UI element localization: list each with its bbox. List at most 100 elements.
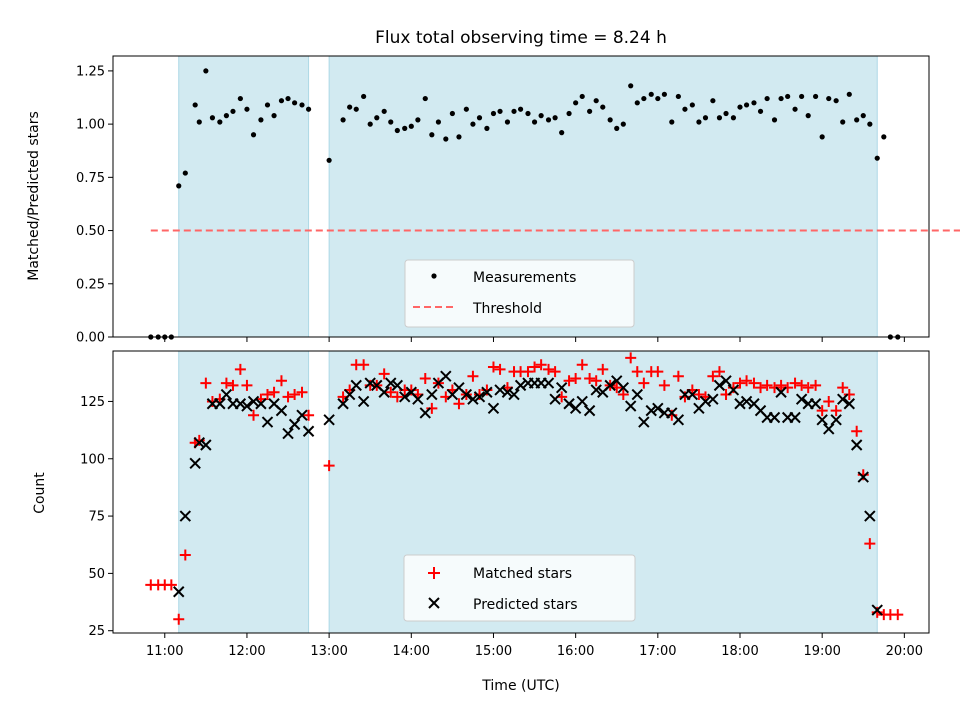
matched-star-point bbox=[741, 375, 753, 387]
predicted-star-point bbox=[426, 388, 438, 401]
matched-star-point bbox=[652, 366, 664, 378]
matched-star-point bbox=[851, 425, 863, 437]
bottom-x-axis: 11:00 12:00 13:00 14:00 15:00 16:00 17:00 18:00… bbox=[146, 633, 923, 659]
matched-star-point bbox=[748, 377, 760, 389]
matched-star-point bbox=[179, 549, 191, 561]
y-tick-label: 125 bbox=[80, 395, 105, 410]
matched-star-point bbox=[597, 363, 609, 375]
predicted-star-point bbox=[672, 414, 685, 426]
matched-star-point bbox=[494, 363, 506, 375]
matched-star-point bbox=[802, 382, 814, 394]
measurement-point bbox=[881, 134, 887, 140]
matched-star-point bbox=[761, 379, 773, 391]
x-tick-label: 14:00 bbox=[393, 644, 430, 659]
measurement-point bbox=[278, 98, 285, 104]
measurement-point bbox=[743, 102, 750, 108]
measurement-point bbox=[716, 115, 723, 121]
x-tick-label: 18:00 bbox=[721, 644, 758, 659]
measurement-point bbox=[696, 119, 702, 125]
matched-star-point bbox=[837, 382, 849, 394]
predicted-star-point bbox=[795, 393, 808, 405]
measurement-point bbox=[874, 155, 880, 161]
legend-label-measurements: Measurements bbox=[473, 270, 576, 286]
predicted-star-point bbox=[247, 395, 260, 408]
y-tick-label: 25 bbox=[88, 624, 105, 639]
predicted-star-point bbox=[241, 400, 253, 412]
matched-star-point bbox=[275, 375, 287, 387]
predicted-star-point bbox=[296, 409, 308, 421]
predicted-star-point bbox=[364, 377, 376, 389]
predicted-star-point bbox=[378, 386, 390, 398]
predicted-star-point bbox=[638, 416, 650, 428]
matched-star-point bbox=[248, 409, 260, 421]
matched-star-point bbox=[426, 402, 438, 414]
x-tick-label: 20:00 bbox=[886, 644, 923, 659]
predicted-star-point bbox=[734, 398, 746, 410]
predicted-star-point bbox=[871, 604, 883, 616]
predicted-star-point bbox=[514, 379, 527, 392]
measurement-point bbox=[702, 115, 709, 121]
measurement-point bbox=[867, 121, 873, 127]
measurement-point bbox=[737, 104, 743, 110]
matched-star-point bbox=[617, 389, 629, 401]
measurement-point bbox=[456, 134, 462, 140]
predicted-star-point bbox=[481, 386, 493, 398]
matched-star-point bbox=[200, 377, 212, 389]
predicted-star-point bbox=[357, 395, 370, 408]
predicted-star-point bbox=[789, 411, 801, 424]
measurement-point bbox=[648, 91, 654, 97]
measurement-point bbox=[408, 123, 414, 129]
measurement-point bbox=[785, 93, 791, 100]
measurement-point bbox=[223, 113, 230, 119]
predicted-star-point bbox=[563, 398, 575, 410]
top-y-axis: 0.00 0.25 0.50 0.75 1.00 1.25 bbox=[76, 64, 113, 346]
measurement-point bbox=[402, 125, 408, 131]
predicted-star-point bbox=[727, 384, 740, 396]
measurement-point bbox=[176, 183, 182, 189]
measurement-point bbox=[559, 130, 565, 136]
predicted-star-point bbox=[699, 395, 712, 408]
measurement-point bbox=[552, 115, 558, 121]
matched-star-point bbox=[816, 405, 828, 417]
measurement-point bbox=[682, 106, 688, 112]
measurement-point bbox=[860, 113, 866, 119]
matched-star-point bbox=[487, 361, 499, 373]
measurement-point bbox=[538, 113, 544, 119]
predicted-star-point bbox=[652, 402, 664, 415]
measurement-point bbox=[388, 119, 394, 125]
measurement-point bbox=[661, 91, 667, 97]
matched-star-point bbox=[296, 386, 308, 398]
measurement-point bbox=[620, 121, 626, 127]
predicted-star-point bbox=[473, 391, 486, 403]
predicted-star-point bbox=[645, 404, 657, 417]
measurement-point bbox=[854, 117, 860, 123]
measurement-point bbox=[250, 132, 257, 138]
top-panel: 0.00 0.25 0.50 0.75 1.00 1.25 Matched/Predict… bbox=[26, 55, 960, 346]
matched-star-point bbox=[830, 405, 842, 417]
matched-star-point bbox=[584, 373, 596, 385]
chart-title: Flux total observing time = 8.24 h bbox=[375, 28, 667, 48]
shaded-interval-1 bbox=[178, 350, 310, 634]
measurement-point bbox=[812, 93, 819, 100]
x-axis-label: Time (UTC) bbox=[481, 678, 559, 694]
predicted-star-point bbox=[234, 398, 247, 410]
measurement-point bbox=[470, 121, 476, 127]
measurement-point bbox=[244, 106, 250, 112]
predicted-star-point bbox=[617, 381, 630, 394]
predicted-star-point bbox=[179, 510, 192, 522]
matched-star-point bbox=[543, 363, 555, 375]
predicted-star-point bbox=[302, 425, 315, 437]
measurement-point bbox=[353, 106, 359, 112]
matched-star-point bbox=[734, 377, 746, 389]
measurement-point bbox=[230, 108, 236, 114]
bottom-legend: Matched stars Predicted stars bbox=[403, 554, 636, 622]
measurement-point bbox=[573, 100, 579, 106]
measurement-point bbox=[634, 100, 640, 106]
predicted-star-point bbox=[555, 381, 568, 394]
measurement-point bbox=[517, 106, 524, 112]
predicted-star-point bbox=[288, 418, 301, 431]
predicted-star-point bbox=[707, 393, 719, 405]
top-measurement-points bbox=[148, 68, 901, 340]
measurement-point bbox=[340, 117, 346, 123]
predicted-star-point bbox=[508, 388, 520, 401]
